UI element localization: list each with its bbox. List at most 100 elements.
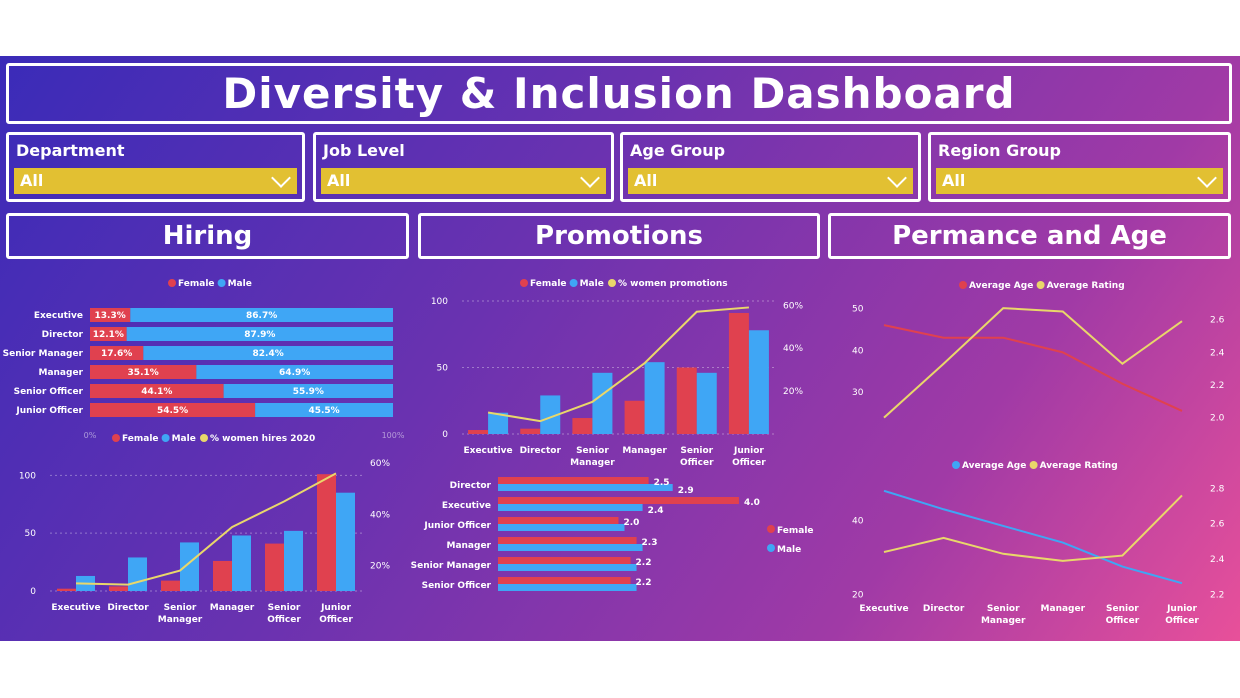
promotions-combo-y2-tick: 20% bbox=[783, 387, 803, 397]
promotions-h-category-label: Senior Manager bbox=[411, 561, 492, 571]
promotions-combo-male-bar bbox=[488, 412, 509, 434]
hiring-female-data-label: 13.3% bbox=[95, 311, 126, 321]
promotions-combo-female-bar bbox=[468, 430, 489, 434]
promotions-h-female-bar bbox=[498, 517, 619, 524]
promotions-h-male-bar bbox=[498, 524, 625, 531]
hiring-combo-male-bar bbox=[180, 542, 199, 591]
hiring-male-bar bbox=[130, 308, 393, 322]
promotions-combo-legend-label: Female bbox=[530, 279, 567, 289]
filter-department: Department All bbox=[6, 132, 305, 202]
hiring-female-data-label: 12.1% bbox=[93, 330, 124, 340]
promotions-x-label: Director bbox=[520, 446, 562, 456]
hiring-male-bar bbox=[196, 365, 393, 379]
section-performance: Permance and Age bbox=[828, 213, 1231, 259]
filter-label: Department bbox=[16, 141, 125, 160]
performance-x-label: Officer bbox=[1165, 616, 1199, 626]
promotions-h-female-data-label: 2.2 bbox=[636, 578, 652, 588]
performance-bottom-legend-marker bbox=[1029, 461, 1038, 469]
promotions-h-female-bar bbox=[498, 557, 631, 564]
hiring-combo-legend-marker bbox=[161, 434, 170, 442]
performance-bottom-y2-tick: 2.2 bbox=[1210, 590, 1224, 600]
promotions-x-label: Senior bbox=[576, 446, 609, 456]
hiring-female-bar bbox=[90, 308, 131, 322]
performance-top-legend-label: Average Age bbox=[969, 281, 1033, 291]
performance-bottom-y2-tick: 2.6 bbox=[1210, 520, 1225, 530]
hiring-male-bar bbox=[143, 346, 393, 360]
filter-region-group: Region Group All bbox=[928, 132, 1231, 202]
performance-x-label: Executive bbox=[859, 604, 908, 614]
hiring-x-label: Senior bbox=[268, 603, 301, 613]
hiring-combo-y-tick: 100 bbox=[19, 471, 36, 481]
promotions-combo-y-tick: 50 bbox=[437, 364, 449, 374]
hiring-category-label: Director bbox=[42, 330, 84, 340]
performance-x-label: Senior bbox=[987, 604, 1020, 614]
hiring-x-tick: 100% bbox=[382, 431, 405, 440]
promotions-combo-male-bar bbox=[540, 395, 561, 434]
hiring-male-bar bbox=[223, 384, 393, 398]
hiring-x-label: Manager bbox=[158, 615, 203, 625]
performance-bottom-legend-marker bbox=[952, 461, 960, 469]
hiring-x-label: Director bbox=[107, 603, 149, 613]
promotions-combo-male-bar bbox=[696, 372, 717, 434]
hiring-female-data-label: 17.6% bbox=[101, 349, 132, 359]
hiring-combo-y2-tick: 20% bbox=[370, 561, 390, 571]
charts-canvas: Female Male Executive 13.3% 86.7% Director 12.… bbox=[3, 279, 1225, 626]
filter-label: Job Level bbox=[323, 141, 405, 160]
promotions-h-female-data-label: 2.2 bbox=[636, 558, 652, 568]
performance-bottom-y2-tick: 2.8 bbox=[1210, 484, 1225, 494]
hiring-combo-female-bar bbox=[265, 543, 284, 591]
promotions-combo-female-bar bbox=[728, 312, 749, 434]
promotions-h-female-bar bbox=[498, 497, 739, 504]
hiring-combo-legend-label: % women hires 2020 bbox=[210, 434, 315, 444]
hiring-combo-male-bar bbox=[232, 535, 251, 591]
performance-top-legend-marker bbox=[959, 281, 967, 289]
promotions-combo-legend-label: % women promotions bbox=[618, 279, 728, 289]
hiring-male-data-label: 64.9% bbox=[279, 368, 310, 378]
section-promotions: Promotions bbox=[418, 213, 820, 259]
legend-hiring-top-label: Male bbox=[228, 279, 252, 289]
promotions-combo-female-bar bbox=[624, 400, 645, 434]
hiring-combo-legend-marker bbox=[200, 434, 208, 442]
promotions-h-female-data-label: 2.3 bbox=[642, 538, 658, 548]
promotions-h-female-bar bbox=[498, 477, 649, 484]
job-level-dropdown[interactable]: All bbox=[321, 168, 606, 194]
hiring-male-data-label: 55.9% bbox=[293, 387, 324, 397]
promotions-combo-legend-marker bbox=[520, 279, 528, 287]
promotions-x-label: Junior bbox=[733, 446, 764, 456]
filter-label: Age Group bbox=[630, 141, 726, 160]
promotions-h-male-data-label: 2.4 bbox=[648, 506, 664, 516]
performance-bottom-y-tick: 40 bbox=[852, 516, 864, 526]
performance-top-y-tick: 40 bbox=[852, 346, 864, 356]
hiring-combo-female-bar bbox=[213, 560, 232, 591]
age-group-dropdown[interactable]: All bbox=[628, 168, 913, 194]
filter-job-level: Job Level All bbox=[313, 132, 614, 202]
hiring-combo-female-bar bbox=[161, 580, 180, 591]
promotions-combo-female-bar bbox=[572, 418, 593, 434]
hiring-combo-pct-women-line bbox=[75, 472, 337, 586]
hiring-male-bar bbox=[255, 403, 393, 417]
performance-top-legend-marker bbox=[1036, 281, 1045, 289]
promotions-h-category-label: Director bbox=[450, 481, 492, 491]
dropdown-value: All bbox=[634, 171, 658, 190]
performance-top-y-tick: 50 bbox=[852, 304, 864, 314]
promotions-h-female-bar bbox=[498, 537, 637, 544]
hiring-male-data-label: 82.4% bbox=[253, 349, 284, 359]
promotions-combo-female-bar bbox=[676, 367, 697, 434]
department-dropdown[interactable]: All bbox=[14, 168, 297, 194]
performance-top-y2-tick: 2.6 bbox=[1210, 316, 1225, 326]
hiring-category-label: Executive bbox=[34, 311, 83, 321]
region-group-dropdown[interactable]: All bbox=[936, 168, 1223, 194]
performance-top-y2-tick: 2.2 bbox=[1210, 381, 1224, 391]
performance-x-label: Manager bbox=[1041, 604, 1086, 614]
legend-hiring-top-marker bbox=[168, 279, 176, 287]
promotions-h-female-data-label: 4.0 bbox=[744, 498, 760, 508]
hiring-male-bar bbox=[126, 327, 394, 341]
performance-bottom-y-tick: 20 bbox=[852, 590, 864, 600]
hiring-combo-y2-tick: 40% bbox=[370, 510, 390, 520]
performance-bottom-legend-label: Average Rating bbox=[1040, 461, 1118, 471]
dropdown-value: All bbox=[20, 171, 44, 190]
hiring-combo-y-tick: 50 bbox=[25, 529, 37, 539]
performance-top-y2-tick: 2.0 bbox=[1210, 414, 1225, 424]
hiring-female-data-label: 54.5% bbox=[157, 406, 188, 416]
hiring-female-bar bbox=[90, 346, 144, 360]
